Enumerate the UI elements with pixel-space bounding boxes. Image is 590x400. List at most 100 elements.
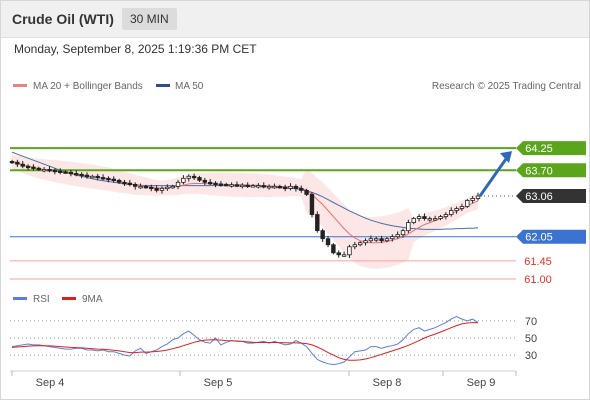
candle-body (207, 181, 213, 185)
x-axis: Sep 4 Sep 5 Sep 8 Sep 9 (11, 371, 517, 389)
candle-body (282, 186, 288, 190)
candle-body (170, 185, 175, 189)
candle-body (186, 175, 191, 179)
forecast-arrow-shaft (478, 155, 510, 197)
candle-body (9, 161, 15, 164)
bollinger-band (12, 154, 478, 269)
candle-body (175, 181, 181, 187)
candle-body (106, 177, 111, 181)
x-tick-label-sep-9: Sep 9 (467, 377, 496, 389)
candle-body (341, 254, 347, 257)
legend-rsi-label: RSI (33, 294, 50, 305)
candle-body (68, 171, 74, 175)
candle-body (454, 208, 459, 211)
level-label-63-06: 63.06 (525, 191, 553, 203)
level-tag-62-05 (516, 229, 586, 244)
candle-body (218, 183, 224, 186)
candle-body (191, 175, 197, 179)
candle-body (165, 186, 170, 190)
candle-body (304, 189, 309, 195)
legend-ma20-swatch (13, 84, 27, 87)
candle-body (416, 216, 422, 219)
candle-body (111, 178, 116, 182)
candle-body (406, 222, 411, 232)
candle-body (143, 185, 149, 189)
candle-body (470, 198, 475, 201)
legend-9ma-label: 9MA (82, 294, 103, 305)
candle-body (234, 184, 240, 187)
candle-body (240, 184, 245, 188)
candle-body (41, 169, 47, 172)
candle-body (36, 167, 41, 171)
legend-rsi-swatch (13, 297, 27, 300)
candle-body (256, 185, 261, 188)
candle-body (224, 183, 229, 187)
candle-body (149, 186, 154, 190)
candle-body (79, 173, 84, 177)
candle-body (293, 185, 299, 189)
level-tag-63-06 (516, 189, 586, 204)
candle-body (363, 240, 368, 244)
timeframe-badge[interactable]: 30 MIN (122, 8, 177, 30)
candle-body (229, 184, 234, 187)
candle-body (411, 218, 416, 223)
candle-body (443, 214, 449, 217)
candle-body (197, 177, 202, 181)
candle-body (299, 187, 304, 191)
source-note: Research © 2025 Trading Central (432, 81, 581, 92)
rsi-9ma-line (11, 322, 478, 361)
candle-body (31, 166, 36, 169)
ma50-line (11, 151, 479, 230)
forecast-arrow-head (500, 151, 512, 164)
candle-body (52, 169, 58, 173)
candle-body (277, 185, 283, 189)
x-tick-label-sep-8: Sep 8 (373, 377, 402, 389)
candle-body (100, 177, 106, 180)
candle-body (465, 200, 470, 207)
candle-body (181, 177, 186, 183)
legend-ma20-label: MA 20 + Bollinger Bands (33, 81, 143, 92)
candle-body (449, 210, 454, 215)
candle-body (63, 171, 68, 174)
candle-body (84, 174, 90, 177)
candle-body (250, 185, 256, 188)
level-tag-64-25 (516, 141, 586, 156)
candle-body (122, 181, 127, 185)
candle-body (315, 214, 320, 232)
candle-body (427, 218, 432, 221)
candle-body (127, 182, 133, 186)
candle-body (357, 242, 363, 246)
candle-body (154, 187, 159, 191)
candle-body (432, 218, 438, 221)
candle-body (20, 163, 25, 167)
x-tick-label-sep-4: Sep 4 (36, 377, 65, 389)
candle-body (95, 175, 100, 179)
level-label-61-00: 61.00 (524, 274, 552, 286)
rsi-tick-50: 50 (525, 333, 537, 345)
candle-body (395, 234, 400, 238)
ma20-line (11, 160, 479, 244)
candle-body (347, 246, 352, 256)
candle-body (159, 187, 165, 191)
rsi-line (11, 316, 479, 366)
candle-body (213, 182, 218, 186)
level-tag-63-70 (516, 163, 586, 178)
level-label-64-25: 64.25 (525, 143, 553, 155)
legend-ma50-swatch (156, 84, 170, 87)
candle-body (202, 179, 208, 183)
candle-body (459, 206, 465, 209)
candle-body (47, 169, 52, 172)
candle-body (266, 185, 272, 189)
candle-body (25, 165, 31, 169)
candle-body (58, 170, 63, 173)
candle-body (309, 194, 315, 215)
candle-body (400, 230, 406, 236)
instrument-title: Crude Oil (WTI) (12, 11, 114, 27)
rsi-plot-area: 30 50 70 (10, 316, 537, 366)
candle-body (325, 238, 331, 246)
candle-body (132, 183, 138, 187)
rsi-tick-30: 30 (525, 350, 537, 362)
candle-body (288, 185, 293, 189)
candle-body (74, 173, 79, 176)
